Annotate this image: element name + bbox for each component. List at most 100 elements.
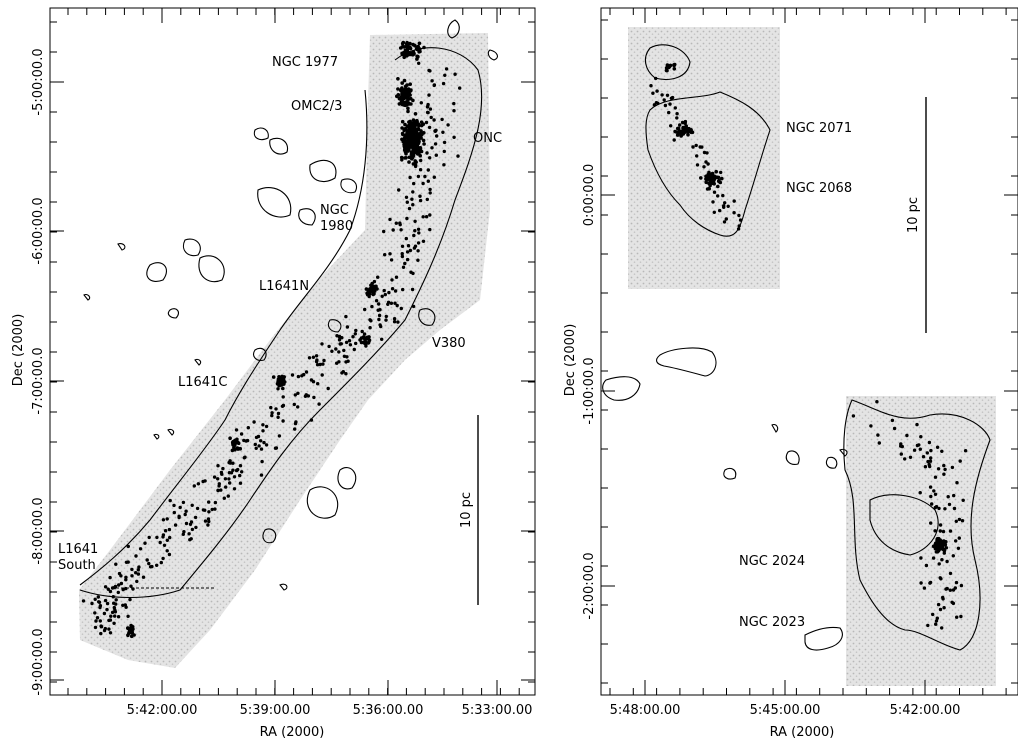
yso-point <box>275 381 280 386</box>
yso-point <box>113 610 118 614</box>
yso-point <box>117 571 122 576</box>
yso-point <box>407 147 411 152</box>
yso-point <box>406 87 411 91</box>
yso-point <box>412 181 416 186</box>
yso-point <box>695 163 700 167</box>
yso-point <box>107 618 111 623</box>
yso-point <box>413 112 418 116</box>
yso-point <box>406 43 410 48</box>
yso-point <box>921 455 926 459</box>
yso-point <box>254 435 259 440</box>
yso-point <box>167 527 172 532</box>
yso-point <box>277 434 282 438</box>
yso-point <box>155 535 159 540</box>
right-plot-frame <box>600 7 1018 696</box>
yso-point <box>444 67 449 71</box>
yso-point <box>269 405 273 410</box>
left-annotations: NGC 1977 OMC2/3 ONC NGC 1980 L1641N V380… <box>58 55 502 573</box>
yso-point <box>338 342 342 346</box>
yso-point <box>407 145 411 149</box>
yso-point <box>933 529 937 533</box>
yso-point <box>147 561 151 566</box>
yso-point <box>937 506 941 511</box>
yso-point <box>435 134 439 138</box>
yso-point <box>926 623 930 628</box>
right-x-tick-label: 5:45:00.00 <box>750 703 821 718</box>
yso-point <box>213 507 217 511</box>
yso-point <box>147 535 151 540</box>
yso-point <box>929 456 933 460</box>
yso-point <box>961 498 965 502</box>
yso-point <box>123 603 128 607</box>
right-annotations: NGC 2071 NGC 2068 NGC 2024 NGC 2023 <box>739 121 852 630</box>
yso-point <box>187 532 191 536</box>
yso-point <box>416 174 421 179</box>
yso-point <box>137 565 141 569</box>
yso-point <box>408 82 413 86</box>
yso-point <box>377 313 382 318</box>
yso-point <box>393 301 397 305</box>
yso-point <box>382 288 386 293</box>
right-x-minor-ticks <box>609 8 1007 695</box>
yso-point <box>892 426 897 431</box>
yso-point <box>683 119 688 124</box>
yso-point <box>414 160 418 164</box>
label-ngc2024: NGC 2024 <box>739 554 805 569</box>
yso-point <box>165 517 169 521</box>
yso-point <box>388 217 392 222</box>
yso-point <box>128 597 132 602</box>
yso-point <box>405 48 410 52</box>
yso-point <box>416 227 421 231</box>
yso-point <box>374 299 379 303</box>
yso-point <box>427 93 431 97</box>
yso-point <box>956 546 961 550</box>
yso-point <box>651 91 655 95</box>
left-panel: 10 pc NGC 1977 OMC2/3 ONC NGC 1980 L1641… <box>11 7 536 740</box>
yso-point <box>414 163 418 167</box>
yso-point <box>383 292 387 297</box>
yso-point <box>869 424 873 428</box>
yso-point <box>675 126 680 131</box>
right-y-minor-ticks <box>601 19 1018 684</box>
yso-point <box>704 180 708 184</box>
yso-point <box>851 414 856 418</box>
yso-point <box>335 361 339 365</box>
yso-point <box>231 461 235 465</box>
yso-point <box>232 475 237 479</box>
yso-point <box>188 538 192 542</box>
yso-point <box>307 356 312 360</box>
yso-point <box>395 303 399 308</box>
yso-point <box>952 493 956 498</box>
yso-point <box>679 130 684 135</box>
yso-point <box>428 187 432 192</box>
yso-point <box>424 215 429 219</box>
yso-point <box>404 152 408 156</box>
yso-point <box>234 468 239 473</box>
left-x-axis-label: RA (2000) <box>260 725 325 740</box>
yso-point <box>409 128 414 132</box>
yso-point <box>183 512 187 517</box>
yso-point <box>107 627 111 631</box>
yso-point <box>392 320 397 324</box>
left-y-tick-label: -8:00:00.0 <box>31 497 46 564</box>
yso-point <box>143 541 147 545</box>
yso-point <box>927 462 931 467</box>
yso-point <box>699 176 703 180</box>
yso-point <box>365 293 370 297</box>
yso-point <box>281 386 285 391</box>
yso-point <box>362 332 367 336</box>
yso-point <box>934 550 938 554</box>
yso-point <box>162 543 167 547</box>
yso-point <box>206 517 211 521</box>
yso-point <box>936 602 941 607</box>
right-y-tick-label: -2:00:00.0 <box>582 552 597 619</box>
yso-point <box>410 287 415 292</box>
yso-point <box>932 489 936 493</box>
yso-point <box>919 435 923 439</box>
yso-point <box>959 614 963 619</box>
yso-point <box>384 318 388 322</box>
yso-point <box>227 471 232 475</box>
yso-point <box>705 187 710 191</box>
yso-point <box>421 138 426 143</box>
yso-point <box>737 213 741 218</box>
